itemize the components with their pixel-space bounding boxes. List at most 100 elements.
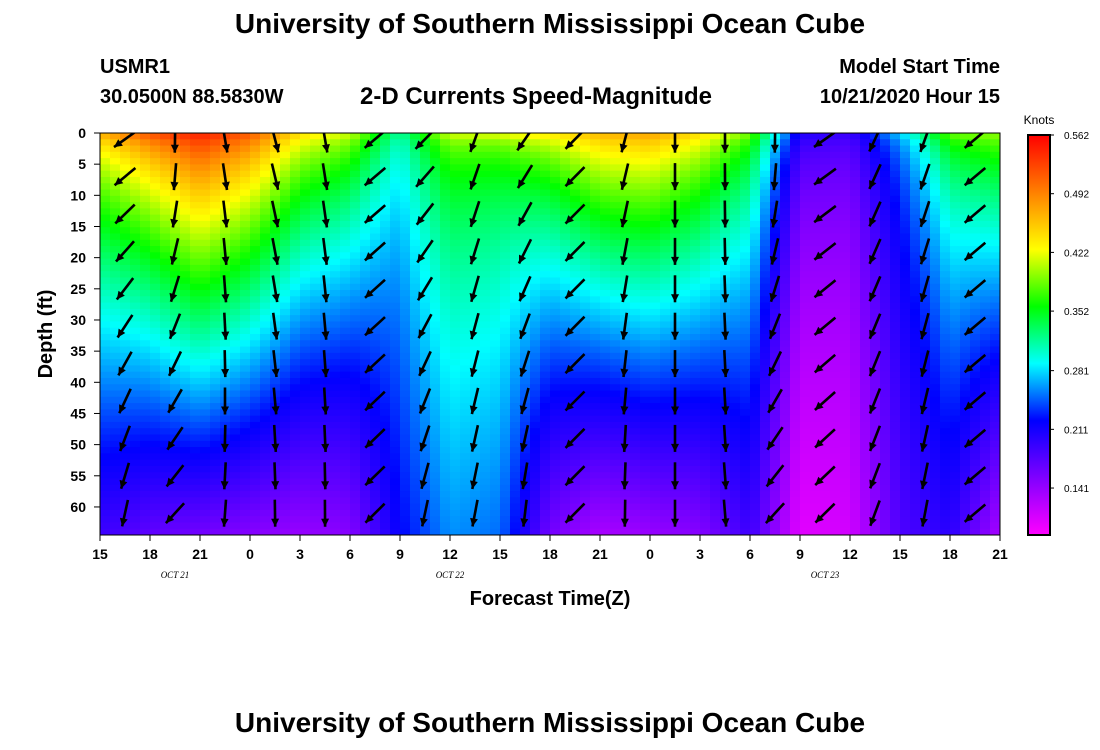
heatmap-cell xyxy=(870,352,881,360)
heatmap-cell xyxy=(420,340,431,348)
heatmap-cell xyxy=(810,365,821,373)
heatmap-cell xyxy=(500,365,511,373)
heatmap-cell xyxy=(720,528,731,535)
heatmap-cell xyxy=(410,352,421,360)
heatmap-cell xyxy=(660,321,671,329)
heatmap-cell xyxy=(560,158,571,166)
heatmap-cell xyxy=(810,164,821,172)
heatmap-cell xyxy=(480,151,491,159)
heatmap-cell xyxy=(230,227,241,235)
heatmap-cell xyxy=(300,346,311,354)
heatmap-cell xyxy=(260,528,271,535)
heatmap-cell xyxy=(800,139,811,147)
heatmap-cell xyxy=(560,277,571,285)
heatmap-cell xyxy=(600,227,611,235)
heatmap-cell xyxy=(120,183,131,191)
heatmap-cell xyxy=(470,145,481,153)
heatmap-cell xyxy=(350,302,361,310)
heatmap-cell xyxy=(780,528,791,535)
heatmap-cell xyxy=(770,239,781,247)
heatmap-cell xyxy=(530,340,541,348)
heatmap-cell xyxy=(460,377,471,385)
heatmap-cell xyxy=(650,189,661,197)
heatmap-cell xyxy=(710,396,721,404)
heatmap-cell xyxy=(690,145,701,153)
heatmap-cell xyxy=(340,264,351,272)
heatmap-cell xyxy=(350,189,361,197)
heatmap-cell xyxy=(870,371,881,379)
heatmap-cell xyxy=(740,522,751,530)
heatmap-cell xyxy=(520,315,531,323)
heatmap-cell xyxy=(640,283,651,291)
heatmap-cell xyxy=(190,340,201,348)
heatmap-cell xyxy=(550,365,561,373)
heatmap-cell xyxy=(150,516,161,524)
heatmap-cell xyxy=(450,346,461,354)
heatmap-cell xyxy=(840,321,851,329)
heatmap-cell xyxy=(700,421,711,429)
heatmap-cell xyxy=(810,484,821,492)
heatmap-cell xyxy=(750,434,761,442)
heatmap-cell xyxy=(210,421,221,429)
heatmap-cell xyxy=(520,183,531,191)
chart-subtitle: 2-D Currents Speed-Magnitude xyxy=(360,83,713,110)
heatmap-cell xyxy=(330,220,341,228)
heatmap-cell xyxy=(290,359,301,367)
heatmap-cell xyxy=(240,308,251,316)
heatmap-cell xyxy=(610,283,621,291)
heatmap-cell xyxy=(730,252,741,260)
heatmap-cell xyxy=(480,145,491,153)
heatmap-cell xyxy=(740,365,751,373)
heatmap-cell xyxy=(660,491,671,498)
heatmap-cell xyxy=(700,478,711,486)
heatmap-cell xyxy=(470,453,481,461)
heatmap-cell xyxy=(410,396,421,404)
heatmap-cell xyxy=(640,352,651,360)
heatmap-cell xyxy=(240,359,251,367)
heatmap-cell xyxy=(790,434,801,442)
heatmap-cell xyxy=(640,365,651,373)
heatmap-cell xyxy=(570,308,581,316)
heatmap-cell xyxy=(710,459,721,467)
heatmap-cell xyxy=(310,428,321,436)
heatmap-cell xyxy=(170,340,181,348)
heatmap-cell xyxy=(680,428,691,436)
heatmap-cell xyxy=(870,528,881,535)
heatmap-cell xyxy=(350,227,361,235)
heatmap-cell xyxy=(820,440,831,448)
heatmap-cell xyxy=(440,227,451,235)
heatmap-cell xyxy=(470,327,481,335)
heatmap-cell xyxy=(400,133,411,140)
heatmap-cell xyxy=(400,264,411,272)
heatmap-cell xyxy=(730,195,741,203)
heatmap-cell xyxy=(750,497,761,505)
heatmap-cell xyxy=(350,528,361,535)
heatmap-cell xyxy=(300,189,311,197)
heatmap-cell xyxy=(180,151,191,159)
heatmap-cell xyxy=(410,227,421,235)
heatmap-cell xyxy=(620,415,631,423)
heatmap-cell xyxy=(820,195,831,203)
heatmap-cell xyxy=(410,195,421,203)
heatmap-cell xyxy=(470,214,481,222)
heatmap-cell xyxy=(350,277,361,285)
heatmap-cell xyxy=(570,195,581,203)
heatmap-cell xyxy=(500,334,511,341)
heatmap-cell xyxy=(760,290,771,297)
heatmap-cell xyxy=(790,133,801,140)
heatmap-cell xyxy=(610,290,621,297)
heatmap-cell xyxy=(130,516,141,524)
heatmap-cell xyxy=(560,302,571,310)
heatmap-cell xyxy=(700,227,711,235)
heatmap-cell xyxy=(650,428,661,436)
heatmap-cell xyxy=(480,189,491,197)
heatmap-cell xyxy=(570,214,581,222)
heatmap-cell xyxy=(280,465,291,473)
heatmap-cell xyxy=(760,346,771,354)
heatmap-cell xyxy=(300,133,311,140)
heatmap-cell xyxy=(680,290,691,297)
heatmap-cell xyxy=(160,302,171,310)
heatmap-cell xyxy=(800,189,811,197)
heatmap-cell xyxy=(650,440,661,448)
heatmap-cell xyxy=(780,321,791,329)
